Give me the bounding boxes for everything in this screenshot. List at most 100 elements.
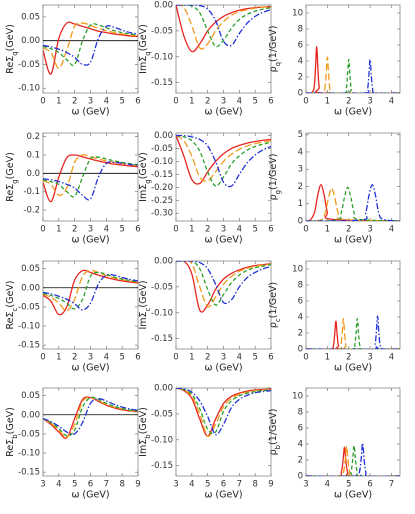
x-tick-label: 3: [88, 97, 93, 107]
y-label-sub: q: [274, 62, 282, 66]
panel: 0 1 2 3 4 5 6 0.2 0.1 0.0 -0.1 -0.2 ω (GeV) ReΣg(GeV): [5, 132, 141, 245]
y-tick-label: -0.15: [151, 170, 173, 180]
panel: 0 1 2 3 4 5 6 0.05 0.00 -0.05 -0.10 -0.15 ω (GeV) ReΣ…: [5, 260, 141, 374]
plot-frame: [305, 4, 401, 94]
x-axis-label: ω (GeV): [204, 235, 242, 246]
y-label-unit: (1/GeV): [268, 154, 279, 190]
y-label-sub: b: [144, 434, 152, 439]
x-tick-label: 1: [325, 97, 330, 107]
curve: [306, 315, 400, 349]
x-tick-label: 5: [252, 353, 257, 363]
x-tick-label: 3: [173, 480, 178, 490]
curve: [306, 184, 400, 221]
panel: 3 4 5 6 7 8 9 0.00 -0.05 -0.10 -0.15 ω (GeV) ImΣb(Ge…: [138, 384, 274, 501]
y-label-main: ReΣ: [5, 184, 16, 202]
y-tick-label: 0.05: [21, 391, 40, 401]
y-tick-label: 0.00: [154, 131, 173, 141]
x-tick-label: 4: [389, 97, 394, 107]
y-tick-label: -0.10: [18, 322, 40, 332]
x-axis-label: ω (GeV): [71, 235, 109, 246]
y-label-main: ImΣ: [138, 311, 149, 329]
x-tick-label: 5: [119, 97, 124, 107]
curve: [176, 261, 271, 313]
curve: [306, 186, 400, 221]
plot-frame: [175, 387, 272, 477]
curve: [176, 134, 271, 187]
curve: [306, 45, 400, 93]
y-label-main: ρ: [268, 449, 279, 455]
panel: 3 4 5 6 7 8 9 0.05 0.00 -0.05 -0.10 -0.15 ω (GeV) ReΣ…: [5, 387, 141, 501]
y-tick-label: 5: [298, 130, 303, 140]
x-tick-label: 8: [119, 480, 124, 490]
y-tick-label: -0.10: [18, 449, 40, 459]
y-tick-label: -0.05: [151, 409, 173, 419]
y-tick-label: 0.00: [21, 283, 40, 293]
y-label-sub: q: [11, 51, 19, 55]
y-tick-label: 0.00: [154, 1, 173, 11]
y-axis-label: ρc(1/GeV): [268, 282, 282, 328]
x-tick-label: 6: [367, 480, 372, 490]
curve: [43, 269, 138, 316]
x-tick-label: 4: [104, 225, 109, 235]
plot-frame: [305, 260, 401, 350]
plot-frame: [175, 260, 272, 350]
panel: 0 1 2 3 4 5 6 0.00 -0.05 -0.10 -0.15 -0.20 -0.25 -0.3…: [138, 131, 274, 245]
curve: [43, 269, 138, 312]
y-label-sub: g: [144, 179, 152, 183]
y-tick-label: -0.15: [151, 461, 173, 471]
curve: [176, 5, 271, 47]
y-tick-label: -0.15: [18, 341, 40, 351]
y-tick-label: 0.00: [154, 257, 173, 267]
panel: 0 1 2 3 4 5 6 0.00 -0.05 -0.10 -0.15 ω (GeV) ImΣq(Ge…: [138, 1, 274, 118]
x-tick-label: 6: [268, 225, 273, 235]
y-axis-label: ImΣb(GeV): [138, 407, 152, 457]
x-tick-label: 4: [389, 225, 394, 235]
curve: [306, 442, 400, 476]
x-tick-label: 3: [367, 225, 372, 235]
y-tick-label: 10: [292, 9, 303, 19]
y-label-unit: (GeV): [5, 407, 16, 434]
x-tick-label: 2: [205, 97, 210, 107]
x-tick-label: 5: [252, 225, 257, 235]
x-tick-label: 1: [56, 353, 61, 363]
y-label-sub: g: [11, 179, 19, 183]
y-tick-label: 4: [298, 313, 303, 323]
x-tick-label: 9: [135, 480, 140, 490]
x-axis-label: ω (GeV): [204, 107, 242, 118]
y-tick-label: -0.25: [151, 196, 173, 206]
x-tick-label: 1: [325, 353, 330, 363]
x-tick-label: 5: [346, 480, 351, 490]
y-label-unit: (GeV): [5, 24, 16, 51]
x-tick-label: 0: [303, 97, 308, 107]
y-tick-label: 0.2: [26, 132, 40, 142]
y-tick-label: 0: [298, 472, 303, 482]
x-axis-label: ω (GeV): [71, 107, 109, 118]
x-tick-label: 4: [389, 353, 394, 363]
x-tick-label: 0: [40, 353, 45, 363]
y-label-unit: (GeV): [138, 152, 149, 179]
x-tick-label: 6: [268, 97, 273, 107]
y-tick-label: 0.00: [21, 410, 40, 420]
curve: [176, 5, 271, 53]
x-tick-label: 5: [205, 480, 210, 490]
x-axis-label: ω (GeV): [334, 363, 372, 374]
x-tick-label: 1: [189, 225, 194, 235]
y-tick-label: 6: [298, 297, 303, 307]
curve: [306, 317, 400, 349]
y-tick-label: 4: [298, 57, 303, 67]
x-tick-label: 4: [237, 225, 242, 235]
y-tick-label: -0.10: [151, 435, 173, 445]
x-tick-label: 4: [56, 480, 61, 490]
x-tick-label: 6: [221, 480, 226, 490]
y-tick-label: 4: [298, 440, 303, 450]
y-tick-label: 0.05: [21, 264, 40, 274]
curve: [306, 58, 400, 93]
x-tick-label: 0: [303, 353, 308, 363]
y-tick-label: 2: [298, 456, 303, 466]
y-tick-label: 2: [298, 329, 303, 339]
x-tick-label: 6: [88, 480, 93, 490]
x-tick-label: 0: [173, 225, 178, 235]
x-tick-label: 4: [237, 97, 242, 107]
y-tick-label: -0.15: [151, 78, 173, 88]
y-axis-label: ReΣg(GeV): [5, 152, 19, 202]
